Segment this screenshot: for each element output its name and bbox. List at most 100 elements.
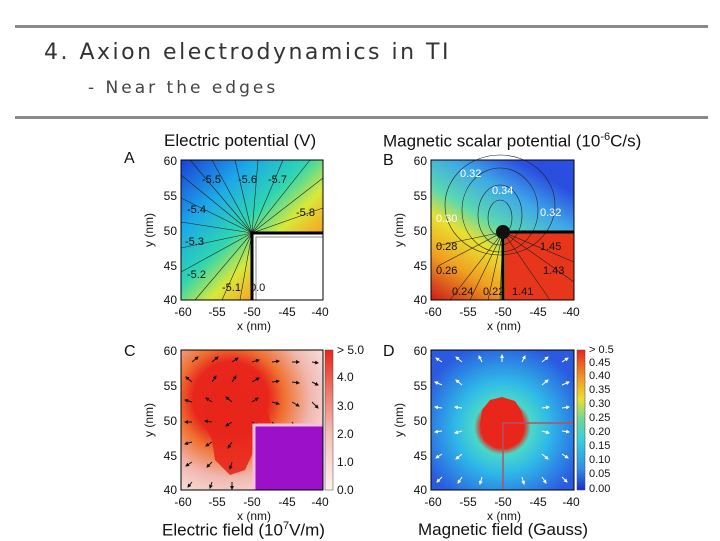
ytick-label: 45 bbox=[164, 259, 178, 273]
xtick-label: -45 bbox=[529, 305, 547, 319]
panel-c-hot-region bbox=[205, 378, 272, 475]
xtick-label: -55 bbox=[459, 495, 477, 509]
panel-a-electric-potential: -5.5 -5.6 -5.7 -5.4 -5.8 -5.3 -5.2 -5.1 … bbox=[142, 154, 329, 333]
colorbar-label: 0.10 bbox=[589, 454, 610, 466]
xtick-label: -50 bbox=[243, 495, 261, 509]
colorbar-label: 3.0 bbox=[337, 399, 354, 413]
ytick-label: 60 bbox=[414, 154, 428, 168]
contour-label: -5.8 bbox=[296, 207, 315, 219]
colorbar-label: 2.0 bbox=[337, 427, 354, 441]
panel-b-xticks: -60 -55 -50 -45 -40 bbox=[424, 305, 580, 319]
panel-a-ti-region bbox=[252, 233, 323, 300]
top-rule bbox=[15, 25, 708, 28]
contour-label: 0.26 bbox=[436, 265, 457, 277]
panel-label-c: C bbox=[124, 343, 136, 360]
panel-b-xlabel: x (nm) bbox=[487, 319, 521, 333]
panel-a-xlabel: x (nm) bbox=[237, 319, 271, 333]
contour-label: -5.5 bbox=[202, 174, 221, 186]
contour-label: 0.32 bbox=[460, 168, 481, 180]
panel-c-ti-region bbox=[254, 425, 323, 490]
colorbar-label: 0.0 bbox=[337, 483, 354, 497]
colorbar-label: 4.0 bbox=[337, 370, 354, 384]
panel-b-yticks: 60 55 50 45 40 bbox=[414, 154, 428, 307]
panel-b-ylabel: y (nm) bbox=[392, 213, 406, 247]
colorbar-label: 0.00 bbox=[589, 483, 610, 495]
panel-d-yticks: 60 55 50 45 40 bbox=[414, 344, 428, 497]
slide-title: 4. Axion electrodynamics in TI bbox=[44, 40, 451, 65]
ytick-label: 55 bbox=[164, 189, 178, 203]
panel-d-colorbar-labels: > 0.5 0.45 0.40 0.35 0.30 0.25 0.20 0.15… bbox=[589, 344, 614, 495]
ytick-label: 55 bbox=[414, 379, 428, 393]
xtick-label: -45 bbox=[529, 495, 547, 509]
panel-d-frame bbox=[430, 349, 575, 491]
panel-c-frame bbox=[180, 349, 324, 491]
contour-label: -5.3 bbox=[185, 236, 204, 248]
xtick-label: -55 bbox=[459, 305, 477, 319]
colorbar-label: 0.35 bbox=[589, 384, 610, 396]
panel-c-xticks: -60 -55 -50 -45 -40 bbox=[174, 495, 329, 509]
xtick-label: -50 bbox=[494, 495, 512, 509]
xtick-label: -40 bbox=[311, 495, 329, 509]
ytick-label: 40 bbox=[164, 293, 178, 307]
colorbar-label: 0.15 bbox=[589, 440, 610, 452]
contour-label: -5.7 bbox=[268, 174, 287, 186]
panel-b-frame bbox=[430, 159, 575, 301]
colorbar-label: 0.20 bbox=[589, 426, 610, 438]
panel-a-yticks: 60 55 50 45 40 bbox=[164, 154, 178, 307]
colorbar-label: > 5.0 bbox=[337, 343, 364, 357]
contour-label: -5.2 bbox=[187, 269, 206, 281]
contour-label: 1.45 bbox=[540, 241, 561, 253]
colorbar-label: 1.0 bbox=[337, 455, 354, 469]
colorbar-label: 0.45 bbox=[589, 357, 610, 369]
panel-c-ti-boundary bbox=[252, 423, 323, 490]
panel-b-contour-labels: 0.32 0.34 0.32 0.30 0.28 1.45 0.26 1.43 … bbox=[436, 168, 564, 298]
panel-c-colorbar-labels: > 5.0 4.0 3.0 2.0 1.0 0.0 bbox=[337, 343, 364, 497]
colorbar-label: > 0.5 bbox=[589, 344, 614, 356]
ytick-label: 40 bbox=[414, 483, 428, 497]
contour-label: -5.6 bbox=[238, 174, 257, 186]
panel-a-frame bbox=[180, 159, 324, 301]
ytick-label: 60 bbox=[164, 344, 178, 358]
panel-b-right-region bbox=[505, 232, 574, 300]
colorbar-label: 0.40 bbox=[589, 370, 610, 382]
ytick-label: 55 bbox=[414, 189, 428, 203]
ytick-label: 50 bbox=[414, 414, 428, 428]
panel-c-yticks: 60 55 50 45 40 bbox=[164, 344, 178, 497]
ytick-label: 45 bbox=[414, 449, 428, 463]
xtick-label: -45 bbox=[278, 305, 296, 319]
caption-magnetic-field: Magnetic field (Gauss) bbox=[418, 520, 589, 539]
panel-d-xlabel: x (nm) bbox=[487, 509, 521, 523]
panel-d-magnetic-field: > 0.5 0.45 0.40 0.35 0.30 0.25 0.20 0.15… bbox=[392, 344, 614, 523]
caption-electric-field: Electric field (107V/m) bbox=[162, 520, 325, 540]
xtick-label: -40 bbox=[562, 305, 580, 319]
caption-magnetic-potential: Magnetic scalar potential (10-6C/s) bbox=[383, 131, 642, 151]
contour-label: 1.41 bbox=[512, 286, 533, 298]
contour-label: 0.0 bbox=[250, 282, 265, 294]
panel-c-colorbar bbox=[324, 349, 334, 491]
panel-c-xlabel: x (nm) bbox=[237, 509, 271, 523]
panel-d-arrows bbox=[434, 354, 570, 485]
colorbar-label: 0.05 bbox=[589, 468, 610, 480]
xtick-label: -50 bbox=[494, 305, 512, 319]
contour-label: 1.43 bbox=[543, 265, 564, 277]
panel-a-ti-boundary bbox=[250, 231, 323, 300]
panel-a-ylabel: y (nm) bbox=[142, 213, 156, 247]
ytick-label: 55 bbox=[164, 379, 178, 393]
xtick-label: -55 bbox=[208, 495, 226, 509]
panel-d-colorbar bbox=[576, 349, 586, 491]
caption-electric-potential: Electric potential (V) bbox=[164, 131, 317, 150]
panel-label-d: D bbox=[383, 343, 395, 360]
contour-label: 0.28 bbox=[436, 241, 457, 253]
panel-a-contour-labels: -5.5 -5.6 -5.7 -5.4 -5.8 -5.3 -5.2 -5.1 … bbox=[185, 174, 315, 294]
ytick-label: 40 bbox=[414, 293, 428, 307]
ytick-label: 60 bbox=[414, 344, 428, 358]
xtick-label: -60 bbox=[424, 305, 442, 319]
xtick-label: -60 bbox=[424, 495, 442, 509]
xtick-label: -60 bbox=[174, 305, 192, 319]
contour-label: 0.24 bbox=[452, 286, 473, 298]
ytick-label: 50 bbox=[164, 414, 178, 428]
header-rule bbox=[15, 116, 708, 119]
ytick-label: 50 bbox=[414, 224, 428, 238]
panel-d-hot-core bbox=[480, 397, 524, 449]
